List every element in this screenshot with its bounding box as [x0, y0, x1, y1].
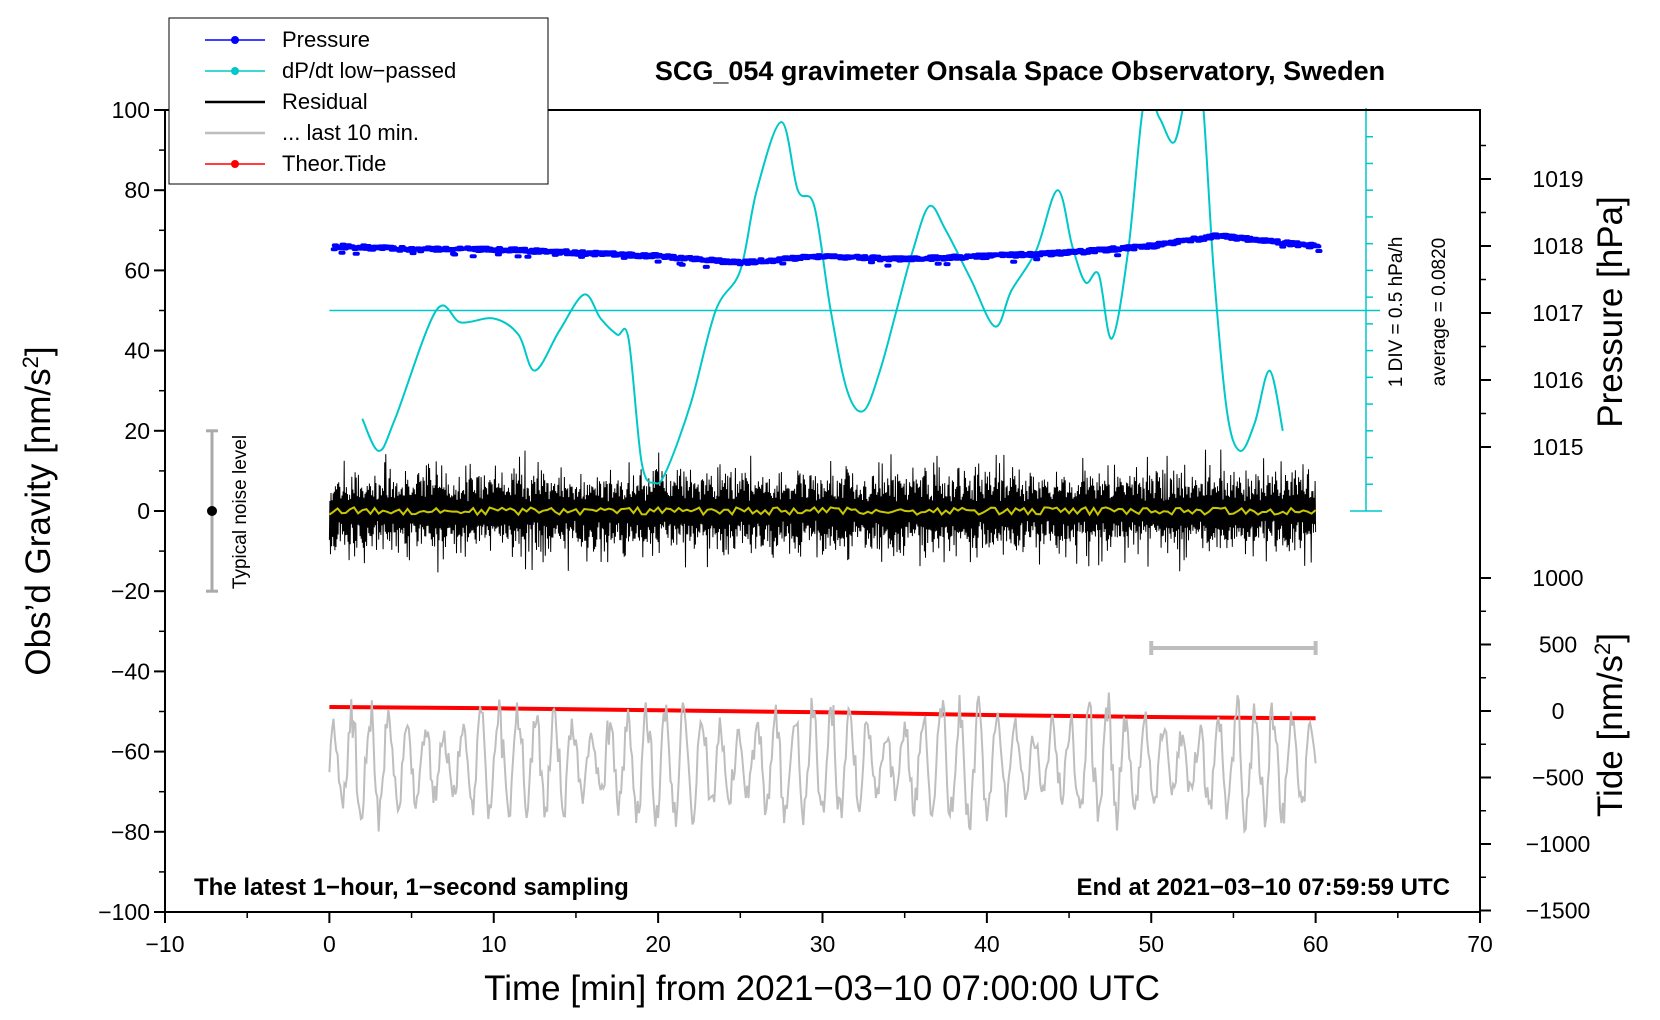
legend: Pressure dP/dt low−passed Residual ... last… [168, 17, 549, 185]
x-tick-label: 30 [810, 931, 836, 957]
x-tick-label: 60 [1303, 931, 1329, 957]
chart-title: SCG_054 gravimeter Onsala Space Observat… [655, 56, 1385, 86]
sampling-note: The latest 1−hour, 1−second sampling [194, 874, 629, 901]
legend-marker [231, 67, 239, 75]
tide-tick-label: −1500 [1526, 898, 1591, 924]
legend-label: Pressure [282, 27, 370, 52]
residual-line [328, 449, 1317, 573]
x-tick-label: 70 [1467, 931, 1493, 957]
y-tick-label: 100 [112, 97, 150, 123]
legend-label: dP/dt low−passed [282, 58, 456, 83]
legend-marker [231, 36, 239, 44]
legend-label: Residual [282, 89, 368, 114]
y-axis-title: Obs’d Gravity [nm/s2] [18, 346, 58, 675]
pressure-tick-label: 1015 [1532, 434, 1583, 460]
x-tick-label: 10 [481, 931, 507, 957]
pressure-axis-title: Pressure [hPa] [1591, 196, 1630, 428]
y-tick-label: −20 [111, 578, 150, 604]
x-tick-label: 40 [974, 931, 1000, 957]
y-tick-label: 20 [124, 418, 150, 444]
dpdt-scale-label: 1 DIV = 0.5 hPa/h [1386, 237, 1407, 388]
x-tick-label: 50 [1138, 931, 1164, 957]
x-axis-title: Time [min] from 2021−03−10 07:00:00 UTC [484, 969, 1160, 1008]
tide-tick-label: −500 [1532, 765, 1584, 791]
dpdt-average-label: average = 0.0820 [1429, 238, 1450, 386]
legend-label: ... last 10 min. [282, 120, 419, 145]
y-tick-label: 0 [137, 498, 150, 524]
y-tick-label: −80 [111, 819, 150, 845]
x-tick-label: 0 [323, 931, 336, 957]
x-tick-label: −10 [145, 931, 184, 957]
x-tick-label: 20 [645, 931, 671, 957]
last10-line [328, 692, 1317, 835]
tide-tick-label: 500 [1539, 632, 1577, 658]
tide-line [329, 705, 1316, 721]
noise-level-label: Typical noise level [230, 435, 251, 589]
y-tick-label: 40 [124, 338, 150, 364]
residual-smoothed-line [328, 505, 1317, 517]
tide-axis-title-superscript: 2 [1590, 643, 1615, 655]
y-tick-label: 80 [124, 177, 150, 203]
tide-tick-label: 1000 [1532, 565, 1583, 591]
tide-tick-label: −1000 [1526, 831, 1591, 857]
y-tick-label: −40 [111, 658, 150, 684]
pressure-tick-label: 1018 [1532, 233, 1583, 259]
pressure-tick-label: 1017 [1532, 300, 1583, 326]
y-tick-label: 60 [124, 257, 150, 283]
legend-label: Theor.Tide [282, 151, 386, 176]
end-time-note: End at 2021−03−10 07:59:59 UTC [1076, 874, 1450, 901]
pressure-tick-label: 1016 [1532, 367, 1583, 393]
y-tick-label: −100 [98, 899, 150, 925]
noise-level-indicator: Typical noise level [206, 429, 251, 593]
y-axis-title-superscript: 2 [18, 356, 43, 368]
tide-axis-title: Tide [nm/s2] [1590, 633, 1630, 817]
tide-tick-label: 0 [1552, 698, 1565, 724]
dpdt-line [361, 110, 1284, 485]
pressure-tick-label: 1019 [1532, 166, 1583, 192]
legend-marker [231, 160, 239, 168]
pressure-dots [330, 232, 1323, 269]
y-tick-label: −60 [111, 739, 150, 765]
